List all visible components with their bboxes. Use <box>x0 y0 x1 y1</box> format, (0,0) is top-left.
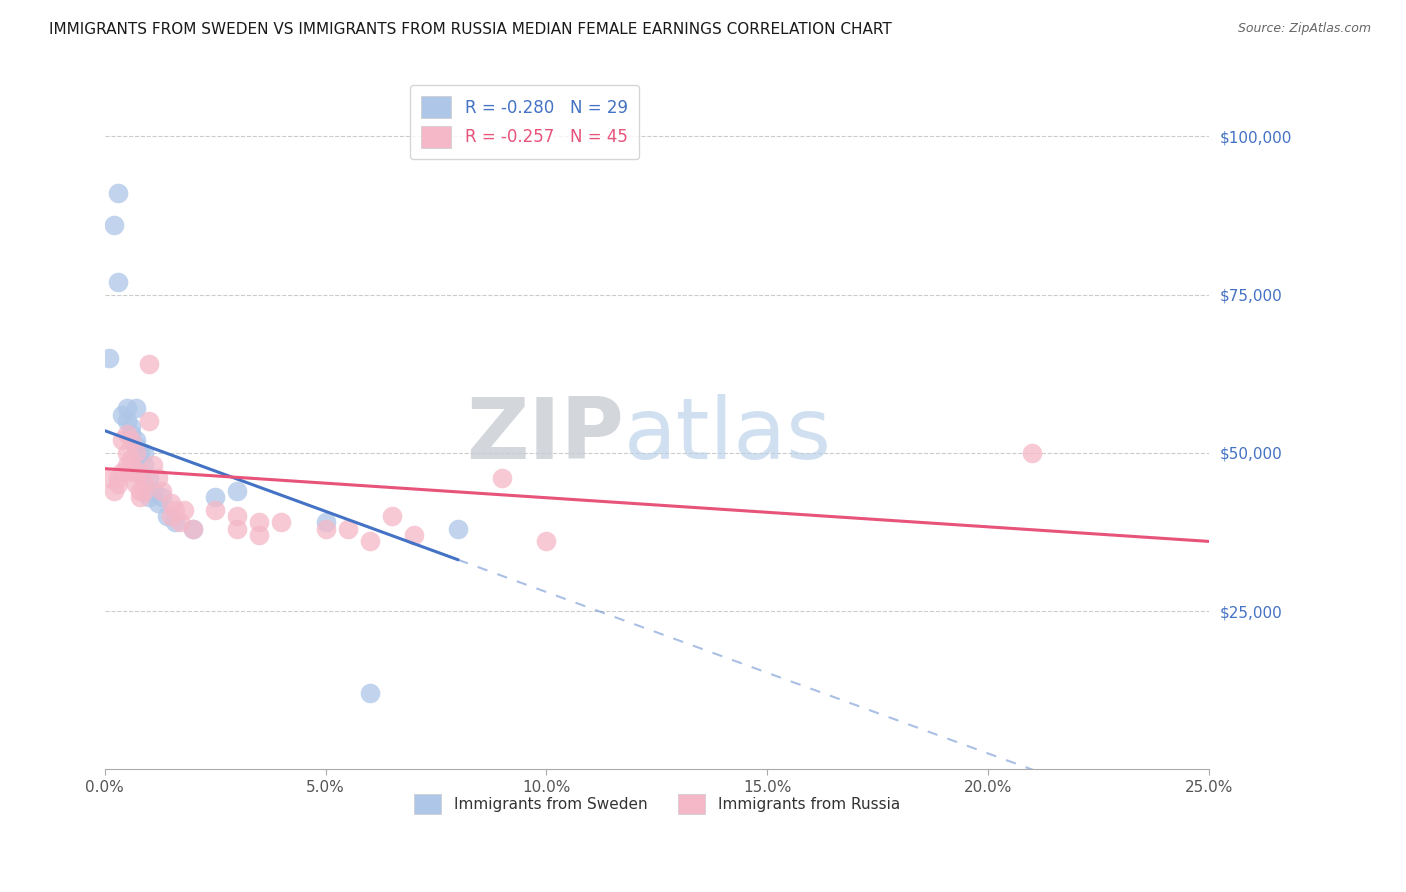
Point <box>165 502 187 516</box>
Point <box>247 528 270 542</box>
Point <box>336 522 359 536</box>
Point <box>402 528 425 542</box>
Point <box>134 446 156 460</box>
Point <box>155 509 177 524</box>
Point <box>150 490 173 504</box>
Point <box>124 477 146 491</box>
Point <box>226 522 249 536</box>
Point <box>107 186 129 201</box>
Point <box>134 483 156 498</box>
Point <box>138 471 160 485</box>
Point <box>226 509 249 524</box>
Point <box>120 465 142 479</box>
Text: ZIP: ZIP <box>465 393 624 476</box>
Point <box>124 401 146 416</box>
Point <box>98 471 121 485</box>
Point <box>204 502 226 516</box>
Point <box>181 522 204 536</box>
Point <box>103 218 125 232</box>
Point <box>124 446 146 460</box>
Point <box>107 471 129 485</box>
Point <box>173 502 195 516</box>
Point <box>165 516 187 530</box>
Point <box>115 458 138 473</box>
Point <box>103 483 125 498</box>
Point <box>120 426 142 441</box>
Point <box>169 516 191 530</box>
Point <box>115 414 138 428</box>
Point <box>138 414 160 428</box>
Point <box>315 522 337 536</box>
Point <box>491 471 513 485</box>
Point <box>536 534 558 549</box>
Point <box>134 458 156 473</box>
Point <box>115 426 138 441</box>
Point <box>129 490 152 504</box>
Text: atlas: atlas <box>624 393 832 476</box>
Point <box>270 516 292 530</box>
Point <box>107 477 129 491</box>
Point <box>120 433 142 447</box>
Point <box>138 490 160 504</box>
Point <box>204 490 226 504</box>
Point <box>146 496 169 510</box>
Point <box>111 465 134 479</box>
Point <box>124 433 146 447</box>
Point <box>115 401 138 416</box>
Point <box>247 516 270 530</box>
Point <box>129 483 152 498</box>
Point <box>124 440 146 454</box>
Point <box>120 452 142 467</box>
Point <box>226 483 249 498</box>
Point <box>150 483 173 498</box>
Text: Source: ZipAtlas.com: Source: ZipAtlas.com <box>1237 22 1371 36</box>
Point <box>107 275 129 289</box>
Point <box>142 458 165 473</box>
Point <box>124 465 146 479</box>
Point <box>146 471 169 485</box>
Point <box>315 516 337 530</box>
Point <box>129 446 152 460</box>
Point <box>111 433 134 447</box>
Point <box>134 477 156 491</box>
Point <box>359 534 381 549</box>
Point <box>359 686 381 700</box>
Point <box>138 357 160 371</box>
Text: IMMIGRANTS FROM SWEDEN VS IMMIGRANTS FROM RUSSIA MEDIAN FEMALE EARNINGS CORRELAT: IMMIGRANTS FROM SWEDEN VS IMMIGRANTS FRO… <box>49 22 891 37</box>
Point <box>1021 446 1043 460</box>
Point <box>129 465 152 479</box>
Point <box>111 408 134 422</box>
Point <box>160 509 183 524</box>
Point <box>142 483 165 498</box>
Point <box>181 522 204 536</box>
Point <box>98 351 121 365</box>
Point <box>160 496 183 510</box>
Point <box>447 522 470 536</box>
Point <box>129 465 152 479</box>
Point <box>381 509 404 524</box>
Legend: Immigrants from Sweden, Immigrants from Russia: Immigrants from Sweden, Immigrants from … <box>404 783 911 824</box>
Point <box>115 446 138 460</box>
Point <box>120 420 142 434</box>
